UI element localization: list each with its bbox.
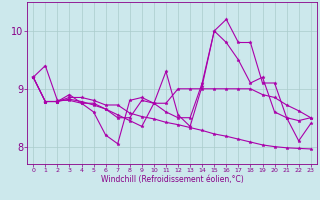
X-axis label: Windchill (Refroidissement éolien,°C): Windchill (Refroidissement éolien,°C) <box>100 175 244 184</box>
